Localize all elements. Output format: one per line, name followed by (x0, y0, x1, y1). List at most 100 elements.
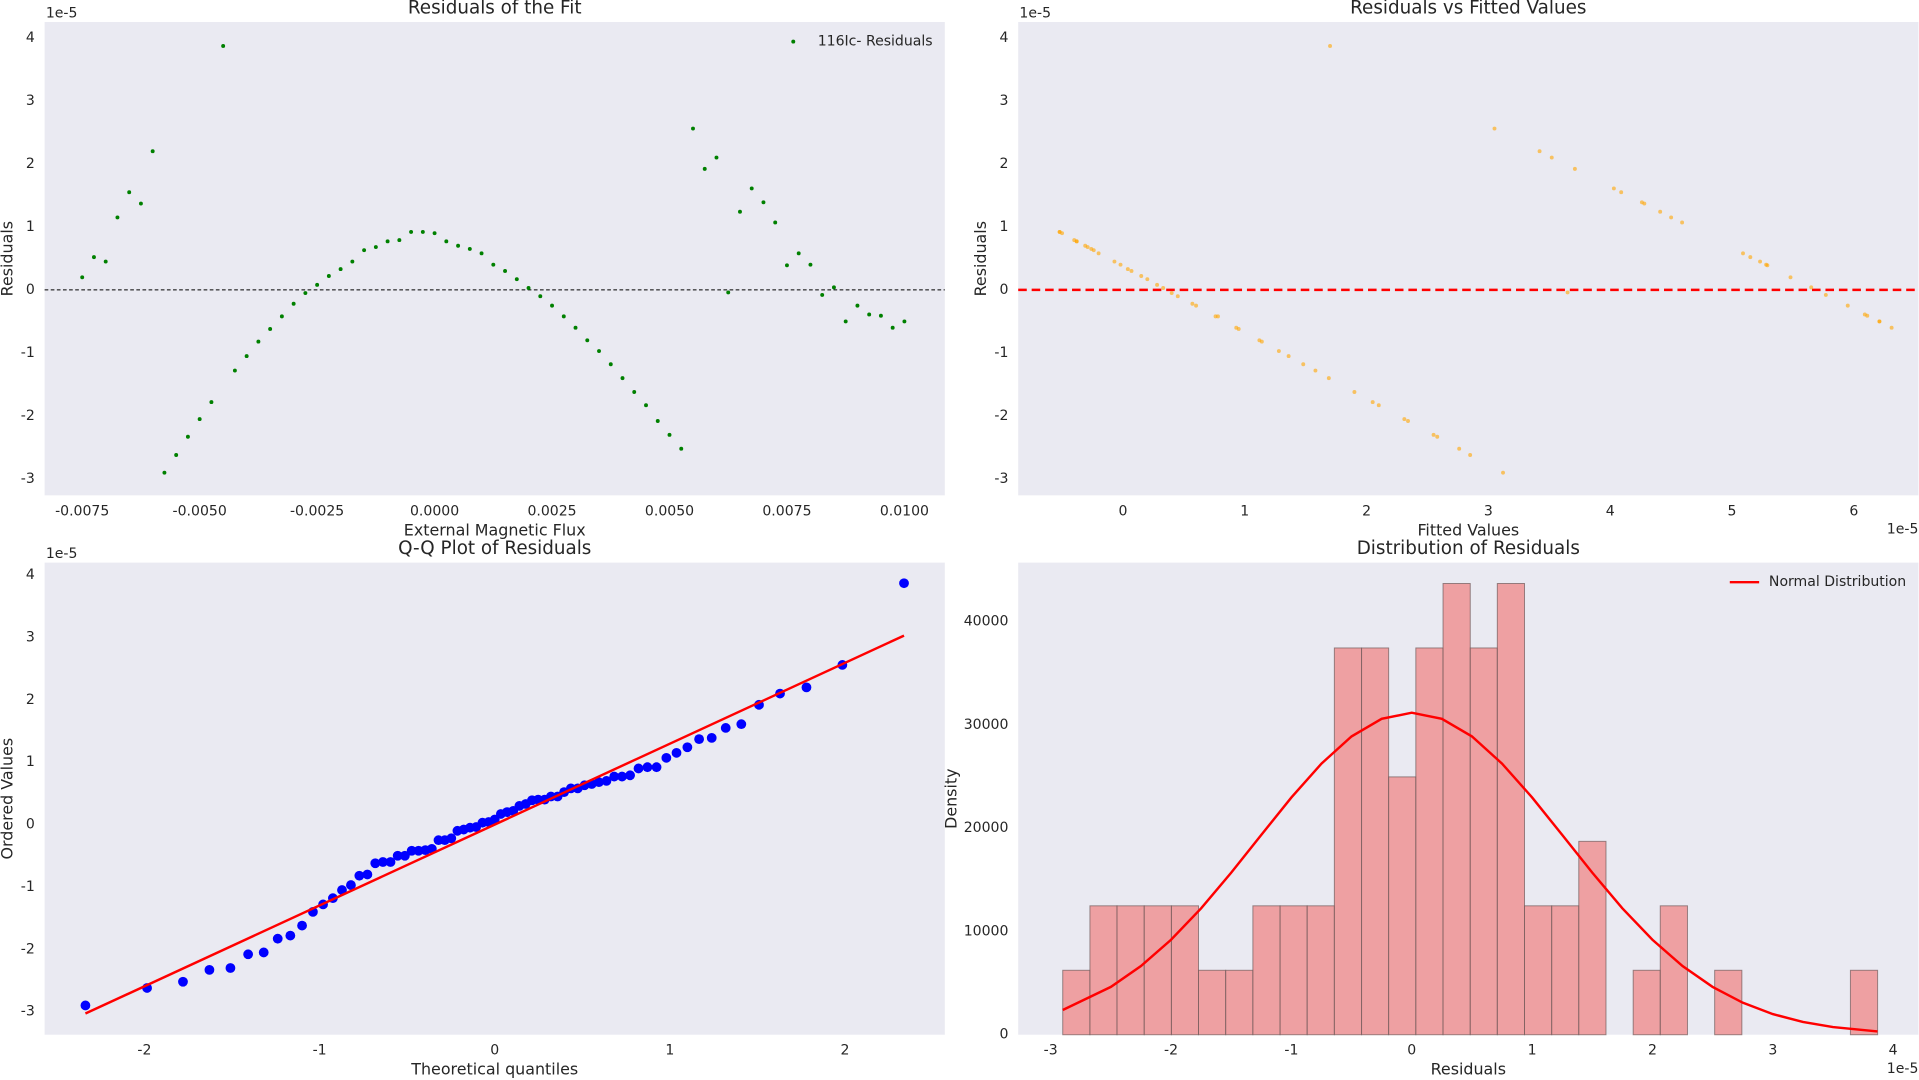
data-point (1376, 403, 1381, 408)
data-point (1175, 294, 1180, 299)
y-tick-label: 30000 (964, 717, 1009, 733)
data-point (1083, 243, 1088, 248)
x-tick-label: 0.0100 (880, 503, 929, 519)
x-tick-label: -0.0025 (290, 503, 344, 519)
y-tick-label: -1 (994, 345, 1008, 361)
data-point (221, 44, 226, 48)
data-point (1326, 376, 1331, 381)
data-point (268, 327, 273, 331)
histogram-bar (1849, 969, 1879, 1036)
data-point (337, 885, 347, 895)
x-tick-label: 3 (1484, 503, 1493, 519)
data-point (720, 723, 731, 733)
plot-area (44, 22, 945, 496)
x-tick-label: 4 (1889, 1043, 1898, 1059)
y-tick-label: 4 (999, 30, 1008, 46)
data-point (1611, 186, 1616, 191)
data-point (1680, 220, 1685, 225)
data-point (642, 762, 653, 773)
data-point (432, 231, 437, 236)
data-point (1865, 313, 1870, 318)
data-point (726, 290, 731, 295)
data-point (1877, 319, 1882, 324)
density-curve (1062, 711, 1878, 1033)
x-tick-label: 1 (1528, 1043, 1537, 1059)
x-tick-label: -2 (137, 1043, 151, 1059)
x-offset-label: 1e-5 (1887, 522, 1919, 538)
data-point (1501, 470, 1505, 475)
data-point (397, 238, 402, 243)
y-offset-label: 1e-5 (1019, 5, 1051, 21)
data-point (1145, 277, 1150, 282)
data-point (514, 277, 519, 282)
data-point (174, 453, 179, 457)
data-point (326, 274, 331, 278)
x-tick-label: 0 (490, 1043, 499, 1059)
data-point (338, 267, 343, 272)
data-point (820, 292, 825, 297)
y-tick-label: 20000 (964, 820, 1009, 836)
x-tick-label: 2 (1648, 1043, 1657, 1059)
data-point (362, 869, 373, 880)
data-point (303, 291, 308, 295)
x-tick-label: 3 (1768, 1043, 1777, 1059)
data-point (773, 220, 778, 225)
data-point (682, 742, 693, 753)
data-point (550, 303, 554, 308)
data-point (1823, 292, 1828, 297)
histogram-bar (1578, 840, 1607, 1036)
histogram-bar (1632, 969, 1661, 1036)
data-point (1492, 126, 1497, 131)
x-tick-label: 1 (1240, 503, 1249, 519)
histogram-bar (1333, 647, 1363, 1036)
data-point (902, 319, 907, 324)
data-point (409, 229, 414, 234)
y-offset-label: 1e-5 (46, 546, 78, 562)
data-point (738, 209, 742, 214)
data-point (706, 732, 717, 743)
y-tick-label: 3 (26, 629, 35, 645)
data-point (392, 850, 403, 861)
data-point (385, 857, 396, 867)
x-axis-label: Residuals (1431, 1060, 1506, 1079)
data-point (1565, 290, 1570, 295)
data-point (350, 259, 355, 264)
histogram-bar (1524, 905, 1553, 1036)
data-point (667, 432, 672, 437)
data-point (1537, 149, 1542, 154)
data-point (178, 976, 188, 987)
x-axis-label: External Magnetic Flux (404, 520, 586, 539)
data-point (1748, 255, 1753, 260)
data-point (538, 294, 543, 299)
data-point (1161, 286, 1166, 290)
histogram-bar (1089, 905, 1118, 1036)
histogram-bar (1415, 647, 1444, 1036)
data-point (197, 417, 202, 422)
data-point (831, 285, 836, 290)
y-tick-label: -2 (994, 408, 1008, 424)
data-point (279, 314, 284, 319)
data-point (625, 770, 635, 781)
data-point (617, 771, 627, 782)
data-point (1216, 314, 1220, 319)
x-tick-label: 0.0050 (645, 503, 694, 519)
data-point (1257, 338, 1262, 343)
x-tick-label: -2 (1164, 1043, 1178, 1059)
y-tick-label: -3 (994, 471, 1008, 487)
data-point (297, 920, 307, 931)
data-point (608, 362, 613, 367)
data-point (1457, 446, 1462, 451)
x-tick-label: 0.0000 (410, 503, 459, 519)
x-axis-label: Fitted Values (1417, 520, 1519, 539)
x-axis-label: Theoretical quantiles (410, 1060, 578, 1079)
data-point (1845, 303, 1850, 308)
data-point (258, 947, 269, 958)
data-point (736, 719, 747, 730)
data-point (370, 858, 381, 869)
x-offset-label: 1e-5 (1887, 1061, 1919, 1077)
data-point (1313, 368, 1318, 373)
data-point (103, 259, 108, 264)
data-point (1190, 301, 1195, 306)
data-point (1194, 303, 1199, 308)
